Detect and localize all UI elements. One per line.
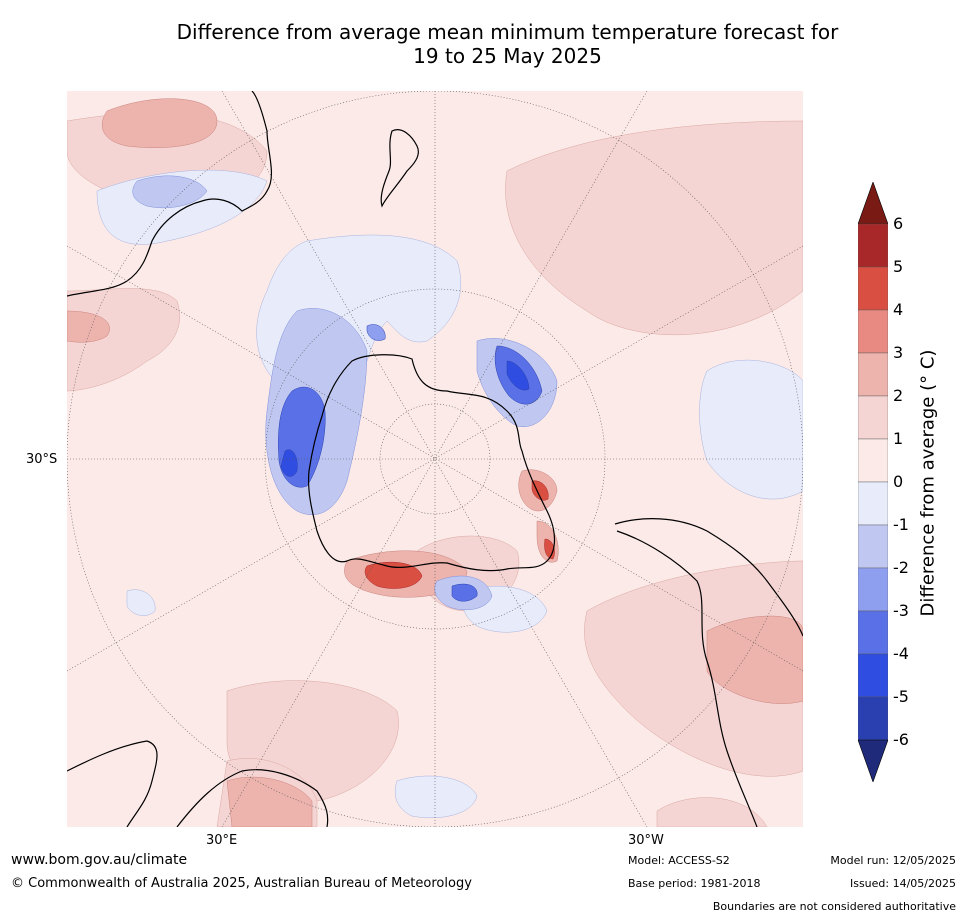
colorbar-tick-label: 0 xyxy=(893,472,904,491)
longitude-label-30e: 30°E xyxy=(206,833,238,848)
map-canvas xyxy=(67,91,803,827)
colorbar-tick-label: 3 xyxy=(893,343,904,362)
title-line-1: Difference from average mean minimum tem… xyxy=(176,20,839,44)
footer-base-period: Base period: 1981-2018 xyxy=(628,877,761,890)
colorbar-tick-label: 1 xyxy=(893,429,904,448)
colorbar-cell xyxy=(858,481,888,526)
colorbar-cell xyxy=(858,524,888,569)
title-line-2: 19 to 25 May 2025 xyxy=(413,44,602,68)
australia-coastline xyxy=(67,91,273,297)
colorbar-cell-under xyxy=(858,739,888,782)
colorbar-tick-label: -5 xyxy=(893,687,909,706)
colorbar-cell xyxy=(858,653,888,698)
colorbar-tick-label: 6 xyxy=(893,214,904,233)
colorbar-title: Difference from average (° C) xyxy=(917,349,939,617)
colorbar-cell-over xyxy=(858,182,888,225)
colorbar-tick-label: 4 xyxy=(893,300,904,319)
colorbar-tick-label: -3 xyxy=(893,601,909,620)
warm-anomaly-2-3 xyxy=(67,98,803,827)
colorbar-cell xyxy=(858,352,888,397)
colorbar-cell xyxy=(858,223,888,268)
footer-model-run: Model run: 12/05/2025 xyxy=(830,854,956,867)
colorbar-tick-label: -6 xyxy=(893,730,909,749)
cool-anomaly-3-6 xyxy=(278,324,543,602)
chart-title: Difference from average mean minimum tem… xyxy=(0,20,965,68)
footer-issued: Issued: 14/05/2025 xyxy=(849,877,956,890)
footer-website[interactable]: www.bom.gov.au/climate xyxy=(11,852,188,868)
south-america-coastline xyxy=(614,518,803,827)
colorbar-cell xyxy=(858,438,888,483)
latitude-label-30s: 30°S xyxy=(26,452,58,467)
colorbar-cell xyxy=(858,610,888,655)
antarctica-coastline xyxy=(307,354,556,572)
colorbar-cell xyxy=(858,395,888,440)
colorbar-tick-label: 2 xyxy=(893,386,904,405)
footer-copyright: © Commonwealth of Australia 2025, Austra… xyxy=(11,876,472,891)
southern-africa-coastline xyxy=(67,740,329,827)
colorbar xyxy=(858,182,888,782)
colorbar-cell xyxy=(858,309,888,354)
new-zealand-coastline xyxy=(380,129,419,208)
longitude-label-30w: 30°W xyxy=(628,833,664,848)
colorbar-tick-label: -2 xyxy=(893,558,909,577)
footer-disclaimer: Boundaries are not considered authoritat… xyxy=(712,900,956,913)
warm-anomaly-3-5 xyxy=(364,480,555,589)
colorbar-tick-label: 5 xyxy=(893,257,904,276)
colorbar-cell xyxy=(858,696,888,741)
colorbar-tick-label: -1 xyxy=(893,515,909,534)
forecast-map xyxy=(67,91,803,827)
colorbar-tick-label: -4 xyxy=(893,644,909,663)
footer-model: Model: ACCESS-S2 xyxy=(628,854,730,867)
graticule xyxy=(67,91,803,827)
colorbar-cell xyxy=(858,266,888,311)
colorbar-cell xyxy=(858,567,888,612)
